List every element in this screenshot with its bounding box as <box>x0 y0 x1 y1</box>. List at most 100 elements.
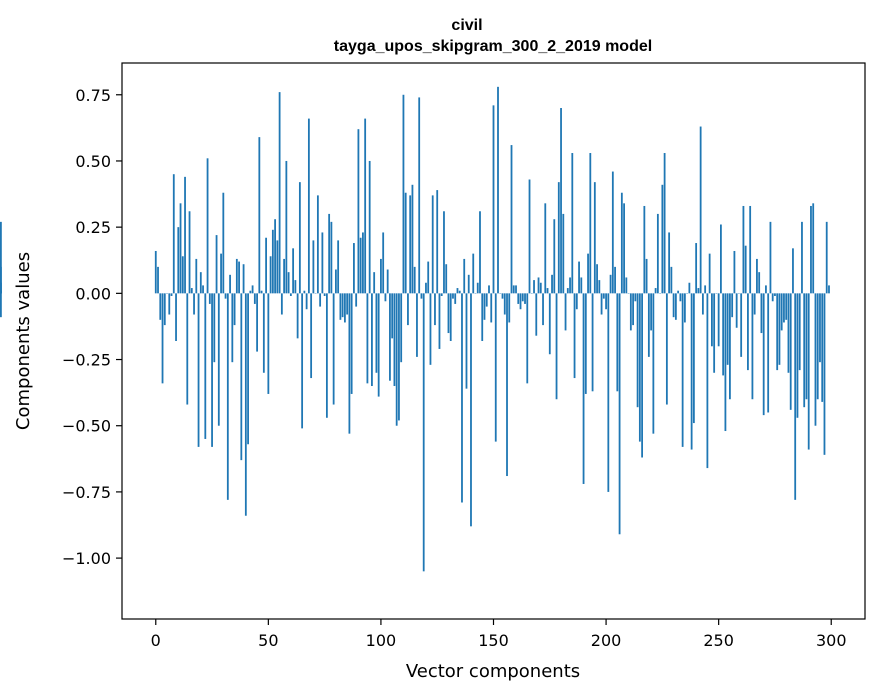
bar <box>382 232 385 294</box>
bar <box>591 293 594 392</box>
bar <box>699 126 702 294</box>
bar <box>465 293 468 389</box>
bar <box>386 269 389 294</box>
bar <box>265 237 267 294</box>
bar <box>517 293 520 304</box>
bar <box>731 293 734 318</box>
bar <box>650 293 653 331</box>
bar <box>765 285 767 294</box>
bar <box>571 153 574 294</box>
bar <box>665 293 668 405</box>
bar <box>321 232 324 294</box>
bar <box>774 293 776 296</box>
bar <box>551 274 553 294</box>
bar <box>334 269 337 294</box>
bar <box>240 293 243 461</box>
bar <box>641 293 643 458</box>
bar <box>717 293 720 347</box>
bar <box>325 293 328 418</box>
bar <box>810 205 812 294</box>
bar <box>535 293 538 336</box>
bar <box>213 293 216 363</box>
bar <box>807 293 810 450</box>
bar <box>316 195 319 294</box>
bar <box>771 293 774 302</box>
bar <box>783 293 785 323</box>
bar <box>186 293 189 405</box>
bar <box>780 293 783 331</box>
bar <box>384 293 387 302</box>
bar <box>769 221 772 294</box>
x-tick-label: 200 <box>591 631 622 650</box>
chart-title: civil <box>451 17 482 34</box>
bar <box>0 221 2 294</box>
bar <box>440 293 443 296</box>
bar <box>654 288 657 294</box>
bar <box>235 258 238 294</box>
bar <box>251 285 254 294</box>
bar <box>429 293 432 365</box>
bar <box>420 293 423 299</box>
bar <box>154 250 157 294</box>
y-tick-label: 0.50 <box>75 152 111 171</box>
bar <box>616 293 619 392</box>
bar <box>472 253 475 294</box>
bar <box>510 145 513 294</box>
bar <box>355 293 358 307</box>
bar <box>602 293 605 299</box>
bar <box>206 158 209 294</box>
bar <box>253 293 256 304</box>
bar <box>720 224 722 294</box>
bar <box>566 288 569 294</box>
bar <box>312 240 315 294</box>
bar <box>470 293 472 527</box>
bar <box>629 293 632 331</box>
bar <box>289 293 292 296</box>
bar <box>704 285 707 294</box>
bar <box>814 293 817 426</box>
bar <box>607 293 610 492</box>
bar <box>819 293 821 363</box>
bar <box>163 293 166 326</box>
bar <box>681 293 684 447</box>
bar <box>452 293 454 299</box>
bar <box>560 108 562 294</box>
bar <box>668 232 671 294</box>
bar <box>274 219 276 294</box>
bar <box>674 293 677 320</box>
bar <box>544 203 547 294</box>
x-tick-label: 150 <box>478 631 509 650</box>
chart-subtitle: tayga_upos_skipgram_300_2_2019 model <box>334 38 652 55</box>
bar <box>215 235 218 294</box>
bar <box>339 293 342 320</box>
x-tick-label: 300 <box>816 631 847 650</box>
bar <box>287 272 290 294</box>
bar <box>573 293 576 379</box>
bar <box>575 293 578 310</box>
bar <box>298 182 301 294</box>
bar <box>262 293 265 373</box>
bar <box>508 293 511 323</box>
bar <box>175 293 177 341</box>
bar <box>742 205 745 294</box>
bar <box>708 253 711 294</box>
bar <box>380 258 382 294</box>
bar <box>407 293 409 326</box>
bar <box>359 237 362 294</box>
bar <box>801 221 803 294</box>
bar <box>170 293 173 296</box>
bar <box>269 256 272 294</box>
bar <box>823 293 826 455</box>
bar <box>323 293 326 296</box>
bar <box>377 293 380 397</box>
bar <box>625 277 628 294</box>
bar <box>305 293 308 310</box>
bar <box>828 285 830 294</box>
bar <box>578 261 580 294</box>
y-tick-label: −0.25 <box>62 351 111 370</box>
y-axis-label: Components values <box>13 252 34 430</box>
bar <box>357 129 360 294</box>
bar <box>494 293 497 442</box>
bar <box>395 293 398 426</box>
bar <box>756 258 758 294</box>
